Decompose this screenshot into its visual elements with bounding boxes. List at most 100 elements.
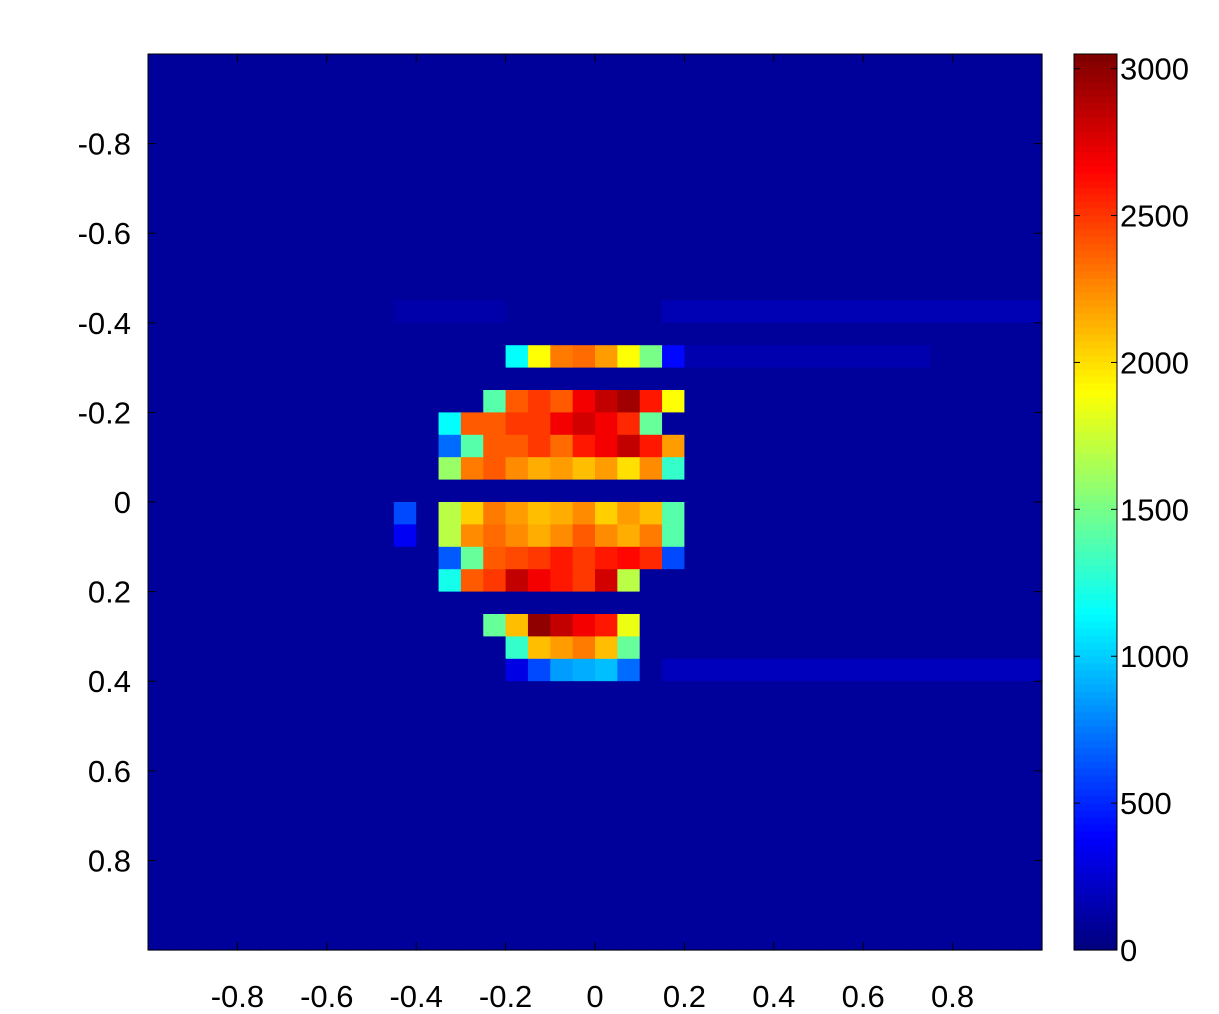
heatmap-cell [416, 860, 440, 884]
colorbar-segment [1074, 649, 1117, 657]
heatmap-cell [930, 390, 954, 413]
heatmap-cell [460, 770, 484, 794]
heatmap-cell [192, 905, 216, 929]
heatmap-cell [527, 412, 551, 436]
heatmap-cell [527, 345, 551, 369]
heatmap-cell [662, 614, 685, 637]
heatmap-cell [863, 636, 887, 660]
heatmap-cell [639, 726, 663, 749]
heatmap-cell [729, 726, 753, 749]
heatmap-cell [393, 98, 417, 122]
heatmap-cell [527, 927, 551, 951]
colorbar-segment [1074, 579, 1117, 587]
heatmap-cell [304, 502, 328, 525]
heatmap-cell [416, 188, 440, 212]
heatmap-cell [595, 905, 618, 929]
heatmap-cell [460, 748, 484, 772]
heatmap-cell [215, 345, 238, 369]
heatmap-cell [617, 367, 641, 391]
heatmap-cell [572, 98, 596, 122]
heatmap-cell [215, 54, 238, 77]
heatmap-cell [639, 815, 663, 839]
heatmap-cell [997, 524, 1021, 548]
heatmap-cell [259, 591, 283, 615]
heatmap-cell [371, 390, 395, 413]
heatmap-cell [393, 479, 417, 503]
heatmap-cell [483, 502, 507, 525]
heatmap-cell [304, 815, 328, 839]
heatmap-cell [952, 166, 976, 189]
heatmap-cell [662, 143, 685, 167]
heatmap-cell [907, 322, 931, 346]
heatmap-cell [416, 658, 440, 682]
heatmap-cell [885, 76, 909, 100]
heatmap-cell [617, 658, 641, 682]
heatmap-cell [885, 457, 909, 481]
heatmap-cell [639, 322, 663, 346]
heatmap-cell [974, 658, 998, 682]
heatmap-cell [527, 905, 551, 929]
heatmap-cell [505, 838, 529, 861]
heatmap-cell [907, 278, 931, 301]
heatmap-cell [639, 166, 663, 189]
heatmap-cell [393, 614, 417, 637]
heatmap-cell [796, 748, 820, 772]
heatmap-cell [483, 591, 507, 615]
heatmap-cell [416, 591, 440, 615]
colorbar-segment [1074, 873, 1117, 881]
heatmap-cell [751, 434, 775, 458]
heatmap-cell [863, 210, 887, 234]
heatmap-cell [639, 367, 663, 391]
heatmap-cell [259, 367, 283, 391]
heatmap-cell [170, 143, 194, 167]
heatmap-cell [729, 54, 753, 77]
heatmap-cell [773, 636, 797, 660]
heatmap-cell [729, 300, 753, 324]
heatmap-cell [1019, 278, 1043, 301]
colorbar-segment [1074, 943, 1117, 951]
heatmap-cell [595, 143, 618, 167]
heatmap-cell [885, 233, 909, 257]
heatmap-cell [371, 726, 395, 749]
heatmap-cell [773, 300, 797, 324]
heatmap-cell [639, 345, 663, 369]
heatmap-cell [997, 770, 1021, 794]
heatmap-cell [304, 345, 328, 369]
heatmap-cell [460, 860, 484, 884]
heatmap-cell [282, 502, 306, 525]
heatmap-cell [907, 838, 931, 861]
heatmap-cell [416, 882, 440, 906]
heatmap-cell [952, 815, 976, 839]
heatmap-cell [215, 76, 238, 100]
heatmap-cell [639, 412, 663, 436]
heatmap-cell [505, 390, 529, 413]
heatmap-cell [237, 703, 261, 727]
heatmap-cell [483, 54, 507, 77]
heatmap-cell [818, 860, 842, 884]
heatmap-cell [639, 748, 663, 772]
heatmap-cell [259, 546, 283, 570]
heatmap-cell [706, 927, 730, 951]
colorbar-segment [1074, 530, 1117, 538]
heatmap-cell [639, 210, 663, 234]
heatmap-cell [751, 143, 775, 167]
heatmap-cell [974, 815, 998, 839]
colorbar-segment [1074, 733, 1117, 741]
heatmap-cell [192, 703, 216, 727]
heatmap-cell [505, 233, 529, 257]
heatmap-cell [505, 793, 529, 817]
colorbar-segment [1074, 110, 1117, 118]
heatmap-cell [326, 882, 350, 906]
heatmap-cell [483, 210, 507, 234]
heatmap-cell [215, 322, 238, 346]
heatmap-cell [259, 255, 283, 279]
heatmap-cell [840, 770, 864, 794]
heatmap-cell [259, 98, 283, 122]
colorbar-segment [1074, 803, 1117, 811]
heatmap-cell [505, 300, 529, 324]
heatmap-cell [639, 502, 663, 525]
heatmap-cell [796, 255, 820, 279]
heatmap-cell [282, 300, 306, 324]
heatmap-cell [416, 143, 440, 167]
heatmap-cell [237, 860, 261, 884]
